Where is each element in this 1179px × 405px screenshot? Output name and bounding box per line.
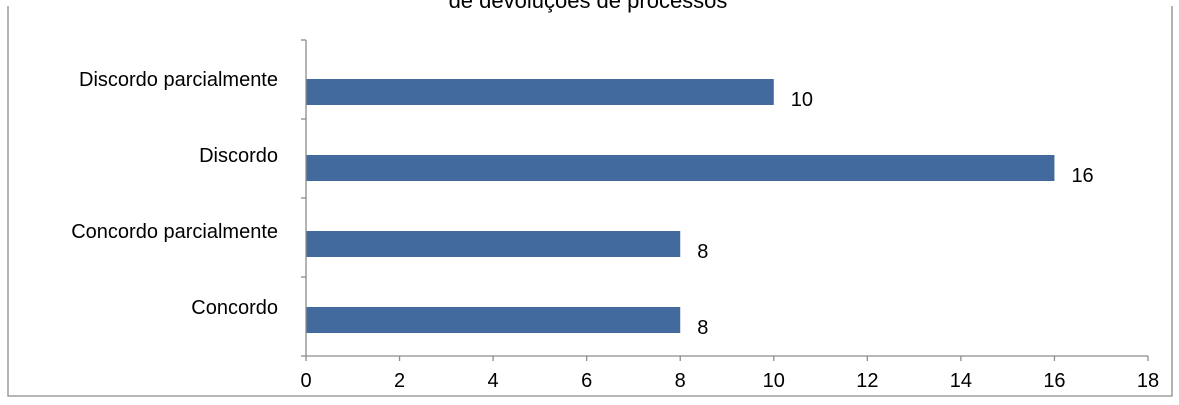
bar: [306, 307, 681, 333]
category-label: Concordo parcialmente: [71, 221, 278, 243]
chart-title: de devoluções de processos: [449, 0, 728, 13]
x-tick-label: 18: [1137, 370, 1159, 392]
x-tick-label: 4: [488, 370, 499, 392]
category-label: Discordo: [199, 145, 278, 167]
x-tick-label: 2: [394, 370, 405, 392]
x-tick-label: 6: [581, 370, 592, 392]
x-tick-label: 8: [675, 370, 686, 392]
bar: [306, 155, 1055, 181]
x-tick-label: 14: [950, 370, 972, 392]
category-label: Discordo parcialmente: [79, 69, 278, 91]
x-tick-label: 10: [763, 370, 785, 392]
bar: [306, 79, 774, 105]
data-label: 10: [791, 89, 813, 111]
x-tick-label: 12: [856, 370, 878, 392]
data-label: 8: [697, 317, 708, 339]
category-label: Concordo: [191, 297, 278, 319]
data-label: 16: [1071, 165, 1093, 187]
x-tick-label: 16: [1043, 370, 1065, 392]
x-tick-label: 0: [300, 370, 311, 392]
chart-border: [7, 6, 1173, 397]
data-label: 8: [697, 241, 708, 263]
bar: [306, 231, 681, 257]
